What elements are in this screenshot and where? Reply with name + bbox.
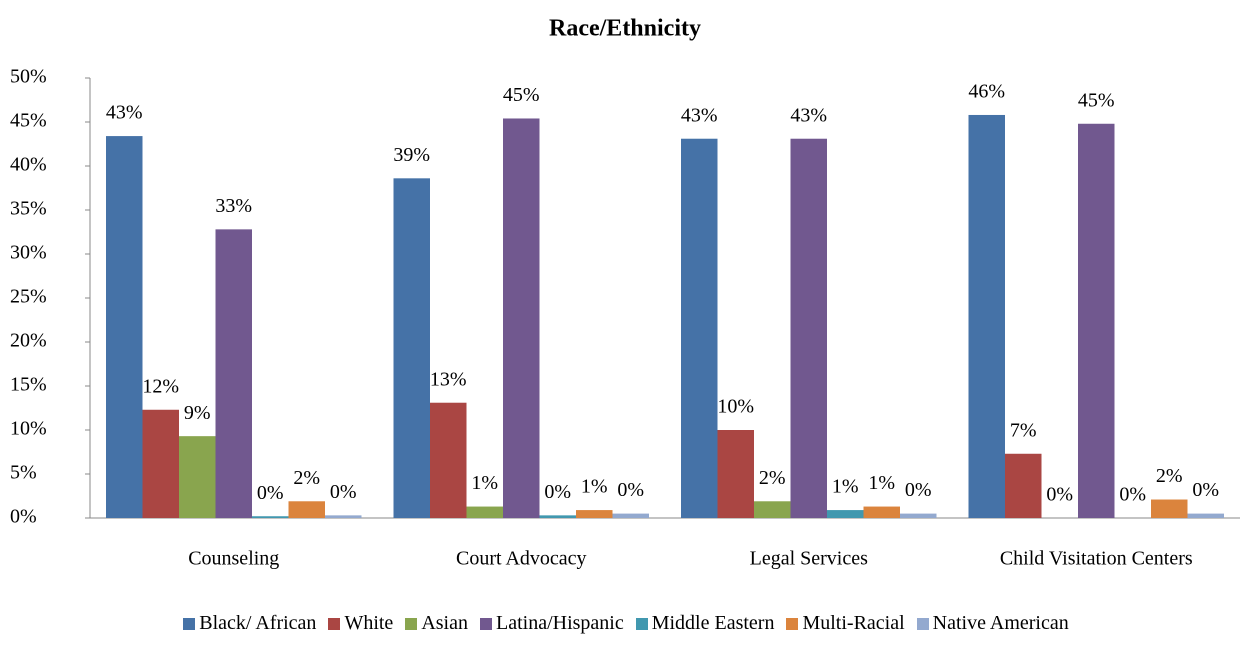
legend-swatch (183, 617, 196, 630)
y-tick-label: 40% (10, 154, 47, 176)
bar (827, 510, 864, 518)
value-label: 43% (681, 104, 718, 126)
x-tick-label: Legal Services (750, 548, 868, 570)
bar (288, 501, 325, 518)
legend-label: White (344, 612, 394, 634)
value-label: 0% (1192, 479, 1219, 501)
bar (754, 501, 791, 518)
legend-label: Latina/Hispanic (495, 612, 624, 634)
x-tick-label: Counseling (188, 548, 279, 570)
bar (215, 229, 252, 519)
legend-item: Latina/Hispanic (479, 612, 624, 635)
bar (179, 436, 216, 518)
value-label: 9% (184, 402, 211, 424)
value-label: 0% (905, 479, 932, 501)
bar (790, 138, 827, 518)
bar (106, 136, 143, 518)
legend-item: White (328, 612, 393, 635)
value-label: 46% (968, 81, 1005, 103)
x-tick-label: Court Advocacy (456, 548, 587, 570)
value-label: 0% (544, 481, 571, 503)
y-tick-label: 20% (10, 330, 47, 352)
value-label: 7% (1010, 419, 1037, 441)
bar (252, 516, 289, 518)
bar (325, 515, 362, 518)
bar (681, 138, 718, 518)
bar (1187, 513, 1224, 518)
value-label: 10% (717, 396, 754, 418)
y-tick-label: 45% (10, 110, 47, 132)
bar (503, 118, 540, 518)
y-tick-label: 10% (10, 418, 47, 440)
value-label: 2% (759, 467, 786, 489)
bar (466, 506, 503, 518)
legend-label: Asian (421, 612, 468, 634)
value-label: 1% (471, 472, 498, 494)
value-label: 0% (330, 481, 357, 503)
value-label: 0% (617, 479, 644, 501)
y-tick-label: 0% (10, 506, 37, 528)
bar (393, 178, 430, 518)
chart: Race/Ethnicity 0% 5% 10% 15% 20% 25% 30% 35% 40%… (10, 16, 1240, 570)
y-tick-label: 15% (10, 374, 47, 396)
value-label: 12% (142, 375, 179, 397)
value-label: 39% (393, 144, 430, 166)
value-label: 1% (581, 476, 608, 498)
legend-item: Black/ African (183, 612, 316, 635)
legend-swatch (916, 617, 929, 630)
bar (612, 513, 649, 518)
legend-label: Native American (932, 612, 1069, 634)
bar (1151, 499, 1188, 518)
bar (968, 114, 1005, 519)
value-label: 2% (1156, 465, 1183, 487)
chart-title: Race/Ethnicity (549, 16, 701, 42)
y-tick-label: 25% (10, 286, 47, 308)
bar (576, 510, 613, 518)
legend: Black/ African White Asian Latina/Hispanic M… (0, 612, 1252, 635)
y-tick-label: 5% (10, 462, 37, 484)
y-tick-label: 30% (10, 242, 47, 264)
legend-swatch (405, 617, 418, 630)
legend-item: Native American (916, 612, 1069, 635)
bar (539, 515, 576, 518)
y-tick-label: 35% (10, 198, 47, 220)
legend-item: Asian (405, 612, 468, 635)
value-label: 43% (790, 104, 827, 126)
legend-label: Black/ African (199, 612, 317, 634)
value-label: 2% (293, 467, 320, 489)
value-label: 13% (430, 368, 467, 390)
value-label: 1% (832, 476, 859, 498)
legend-item: Multi-Racial (786, 612, 905, 635)
x-tick-label: Child Visitation Centers (1000, 548, 1193, 570)
bar (142, 409, 179, 518)
value-label: 33% (215, 195, 252, 217)
y-tick-label: 50% (10, 66, 47, 88)
bar (1005, 453, 1042, 518)
legend-label: Multi-Racial (802, 612, 905, 634)
legend-swatch (786, 617, 799, 630)
value-label: 43% (106, 102, 143, 124)
bar (430, 402, 467, 518)
legend-swatch (635, 617, 648, 630)
value-label: 1% (868, 472, 895, 494)
value-label: 45% (1078, 89, 1115, 111)
value-label: 0% (257, 482, 284, 504)
legend-swatch (328, 617, 341, 630)
value-label: 45% (503, 84, 540, 106)
bar (863, 506, 900, 518)
value-label: 0% (1046, 484, 1073, 506)
value-label: 0% (1119, 484, 1146, 506)
bar (900, 513, 937, 518)
bar (1078, 123, 1115, 518)
bar (717, 430, 754, 518)
legend-item: Middle Eastern (635, 612, 775, 635)
legend-label: Middle Eastern (651, 612, 775, 634)
legend-swatch (479, 617, 492, 630)
